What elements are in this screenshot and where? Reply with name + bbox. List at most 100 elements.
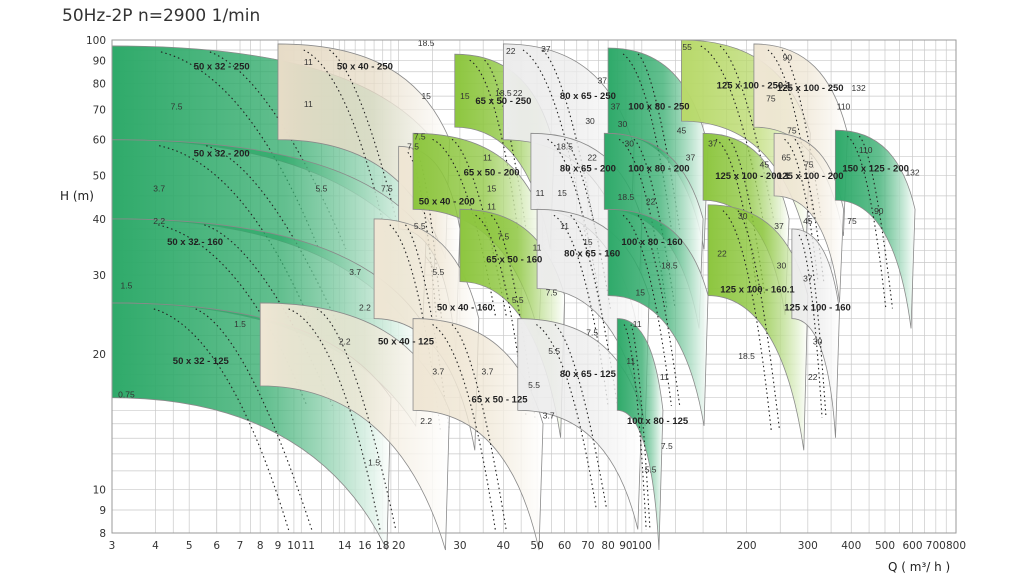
power-label: 30 <box>813 337 823 347</box>
power-label: 18.5 <box>738 351 755 361</box>
y-tick-label: 100 <box>86 35 106 47</box>
power-curve <box>784 138 819 283</box>
power-curve <box>630 324 651 531</box>
power-curve <box>781 49 822 216</box>
x-tick-label: 7 <box>237 540 244 552</box>
power-label: 1.5 <box>234 319 246 329</box>
pump-model-label: 125 x 100 - 200 <box>777 171 844 182</box>
power-label: 2.2 <box>153 216 165 226</box>
y-tick-label: 9 <box>99 505 106 517</box>
power-label: 5.5 <box>432 267 444 277</box>
pump-model-label: 80 x 65 - 160 <box>564 248 620 259</box>
power-curve <box>554 324 608 510</box>
power-label: 3.7 <box>349 267 361 277</box>
power-label: 5.5 <box>548 346 560 356</box>
power-curve <box>858 135 894 309</box>
x-tick-label: 500 <box>875 540 895 552</box>
pump-region <box>607 208 709 426</box>
power-curve <box>195 308 313 531</box>
y-axis-label: H (m) <box>60 189 94 203</box>
power-label: 15 <box>487 184 497 194</box>
power-label: 7.5 <box>171 102 183 112</box>
power-label: 110 <box>837 102 851 112</box>
pump-region <box>259 302 450 551</box>
power-curve <box>622 214 672 406</box>
power-label: 1.5 <box>120 280 132 290</box>
x-tick-label: 10 <box>287 540 300 552</box>
x-tick-label: 40 <box>497 540 510 552</box>
x-tick-label: 20 <box>392 540 405 552</box>
x-axis-label: Q ( m³/ h ) <box>888 560 950 574</box>
y-tick-label: 50 <box>93 170 106 182</box>
power-label: 22 <box>808 372 818 382</box>
power-curve <box>153 308 290 531</box>
x-tick-label: 80 <box>601 540 614 552</box>
power-label: 75 <box>804 160 814 170</box>
power-curve <box>451 324 507 531</box>
x-tick-label: 800 <box>946 540 966 552</box>
pump-labels: 50 x 32 - 250 11 11 7.5 50 x 40 - 250 15 50 x … <box>118 38 920 475</box>
power-label: 15 <box>421 91 431 101</box>
y-tick-label: 10 <box>93 484 106 496</box>
pump-model-label: 100 x 80 - 250 <box>628 102 689 113</box>
power-label: 18.5 <box>556 142 573 152</box>
pump-model-label: 125 x 100 - 250.1 <box>717 80 792 91</box>
power-label: 132 <box>905 167 919 177</box>
power-curve <box>475 214 527 418</box>
power-label: 11 <box>660 372 669 382</box>
power-label: 11 <box>304 99 313 109</box>
y-tick-label: 80 <box>93 79 106 91</box>
x-tick-label: 100 <box>632 540 652 552</box>
x-tick-label: 400 <box>841 540 861 552</box>
pump-regions <box>111 39 916 551</box>
power-label: 37 <box>686 152 696 162</box>
pump-model-label: 50 x 32 - 160 <box>167 237 223 248</box>
pump-region <box>412 318 544 551</box>
pump-model-label: 100 x 80 - 160 <box>621 237 682 248</box>
x-tick-label: 4 <box>152 540 159 552</box>
power-label: 18.5 <box>495 88 512 98</box>
pump-model-label: 50 x 40 - 125 <box>378 337 435 348</box>
power-curve <box>553 214 609 406</box>
power-label: 5.5 <box>645 465 657 475</box>
pump-model-label: 50 x 40 - 200 <box>419 197 475 208</box>
power-label: 30 <box>738 211 748 221</box>
power-label: 22 <box>717 248 727 258</box>
power-label: 3.7 <box>543 410 555 420</box>
power-label: 15 <box>636 288 646 298</box>
x-tick-label: 11 <box>302 540 315 552</box>
power-label: 7.5 <box>661 441 673 451</box>
power-label: 2.2 <box>359 303 371 313</box>
power-curve <box>722 210 772 431</box>
power-label: 5.5 <box>512 295 524 305</box>
power-label: 30 <box>777 261 787 271</box>
pump-model-label: 50 x 40 - 250 <box>337 61 393 72</box>
power-label: 22 <box>506 46 516 56</box>
pump-model-label: 125 x 100 - 160.1 <box>720 285 795 296</box>
power-label: 30 <box>624 138 634 148</box>
axis-ticks: 3 4 5 6 7 8 9 10 11 14 16 18 20 30 40 50 60 70 80 90 100 200 3… <box>86 35 966 552</box>
power-label: 2.2 <box>339 337 351 347</box>
power-label: 7.5 <box>497 231 509 241</box>
pump-model-label: 50 x 32 - 200 <box>194 149 250 160</box>
pump-region <box>773 132 844 303</box>
x-tick-label: 6 <box>213 540 220 552</box>
power-label: 7.5 <box>586 328 598 338</box>
power-label: 30 <box>618 119 628 129</box>
x-tick-label: 300 <box>798 540 818 552</box>
pump-model-label: 50 x 32 - 250 <box>194 61 250 72</box>
power-label: 18.5 <box>418 38 435 48</box>
pump-model-label: 100 x 80 - 125 <box>627 416 689 427</box>
x-tick-label: 18 <box>376 540 389 552</box>
power-label: 11 <box>536 188 545 198</box>
power-label: 11 <box>626 356 635 366</box>
power-label: 7.5 <box>414 132 426 142</box>
power-label: 11 <box>533 243 542 253</box>
x-tick-label: 9 <box>275 540 282 552</box>
x-tick-label: 8 <box>257 540 264 552</box>
power-label: 75 <box>766 93 776 103</box>
x-tick-label: 70 <box>581 540 594 552</box>
power-label: 22 <box>513 88 523 98</box>
x-tick-label: 600 <box>903 540 923 552</box>
